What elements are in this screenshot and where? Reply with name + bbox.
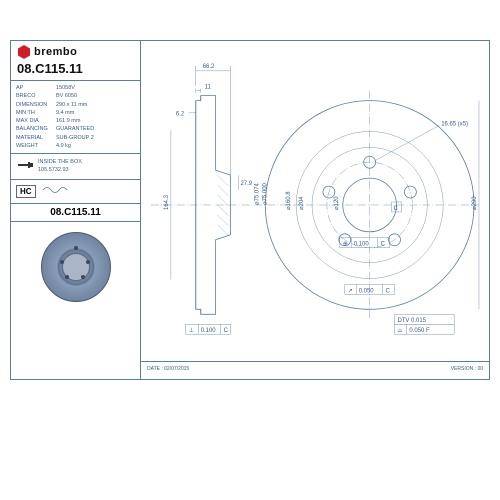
svg-text:↗: ↗ — [348, 288, 353, 294]
inside-box-section: INSIDE THE BOX 105.5732.93 — [11, 154, 140, 180]
spec-label: WEIGHT — [16, 142, 56, 150]
spec-label: BRECO — [16, 92, 56, 100]
footer: DATE : 02/07/2015 VERSION : 00 — [141, 361, 489, 379]
technical-drawing: 66.2 11 6.2 27.9 164.3 ⊥ 0 — [141, 41, 489, 361]
svg-text:C: C — [386, 288, 391, 294]
svg-text:⌀290: ⌀290 — [472, 196, 478, 210]
tol-datum: C — [224, 328, 229, 334]
dim-hub2: 75.000 — [262, 182, 268, 201]
dim-bolt: 16.65 (x5) — [441, 121, 468, 127]
dim-290: 290 — [472, 196, 478, 207]
dim-thickness: 11 — [205, 85, 212, 91]
svg-text:⊕: ⊕ — [343, 242, 348, 248]
dim-1608: 160.8 — [286, 191, 292, 207]
spec-label: DIMENSION — [16, 101, 56, 109]
svg-text:⌓: ⌓ — [397, 328, 402, 334]
footer-version-value: 00 — [477, 366, 483, 372]
spec-value: SUB-GROUP 2 — [56, 134, 94, 142]
spec-value: 9.4 mm — [56, 109, 74, 117]
datum-c: C — [394, 206, 399, 212]
hc-badge: HC — [16, 185, 36, 198]
spec-value: GUARANTEED — [56, 125, 94, 133]
dim-inner: 27.9 — [240, 181, 252, 187]
drawing-sheet: brembo 08.C115.11 AP15058V BRECOBV 6050 … — [10, 40, 490, 380]
hc-section: HC — [11, 180, 140, 204]
tol-dtv: DTV 0.015 — [397, 318, 426, 324]
dim-height: 164.3 — [164, 194, 170, 210]
svg-text:⌀160.8: ⌀160.8 — [286, 191, 292, 210]
svg-text:⌀75.074: ⌀75.074 — [254, 182, 260, 204]
svg-text:⊥: ⊥ — [189, 327, 194, 334]
footer-date-label: DATE : — [147, 366, 163, 372]
dim-hub1: 75.074 — [254, 182, 260, 201]
wave-icon — [42, 183, 72, 200]
brembo-logo-icon — [17, 45, 31, 59]
side-view: 66.2 11 6.2 27.9 164.3 ⊥ 0 — [164, 64, 253, 334]
inside-box-code: 105.5732.93 — [38, 167, 82, 174]
inside-box-title: INSIDE THE BOX — [38, 159, 82, 166]
footer-version-label: VERSION : — [451, 366, 476, 372]
spec-label: BALANCING — [16, 125, 56, 133]
svg-text:C: C — [381, 242, 386, 248]
svg-text:⌀120: ⌀120 — [334, 196, 340, 210]
header-block: brembo 08.C115.11 — [11, 41, 140, 81]
left-info-panel: brembo 08.C115.11 AP15058V BRECOBV 6050 … — [11, 41, 141, 379]
dim-120: 120 — [334, 196, 340, 207]
part-number-repeat: 08.C115.11 — [11, 204, 140, 222]
front-view: 16.65 (x5) ⌀160.8 ⌀204 ⌀120 ⌀75.074 ⌀75.… — [254, 91, 479, 334]
tol-runout: 0.050 — [359, 288, 375, 294]
tol-flat: 0.050 F — [409, 328, 430, 334]
spec-value: 4.9 kg — [56, 142, 71, 150]
dim-204: 204 — [299, 196, 305, 207]
spec-label: AP — [16, 84, 56, 92]
dim-offset: 6.2 — [176, 112, 185, 118]
svg-text:⌀75.000: ⌀75.000 — [262, 182, 268, 204]
spec-value: 161.9 mm — [56, 117, 80, 125]
product-render — [11, 222, 140, 312]
spec-label: MIN TH — [16, 109, 56, 117]
screw-icon — [16, 158, 34, 175]
footer-date-value: 02/07/2015 — [164, 366, 189, 372]
spec-value: BV 6050 — [56, 92, 77, 100]
spec-table: AP15058V BRECOBV 6050 DIMENSION290 x 11 … — [11, 81, 140, 154]
spec-value: 15058V — [56, 84, 75, 92]
tol-value: 0.100 — [201, 328, 217, 334]
brand-name: brembo — [34, 46, 77, 58]
svg-text:⌀204: ⌀204 — [299, 196, 305, 210]
spec-label: MAX DIA — [16, 117, 56, 125]
spec-value: 290 x 11 mm — [56, 101, 87, 109]
part-number-title: 08.C115.11 — [17, 61, 134, 76]
tol-pos: 0.100 — [354, 242, 370, 248]
dim-width: 66.2 — [203, 64, 215, 70]
spec-label: MATERIAL — [16, 134, 56, 142]
